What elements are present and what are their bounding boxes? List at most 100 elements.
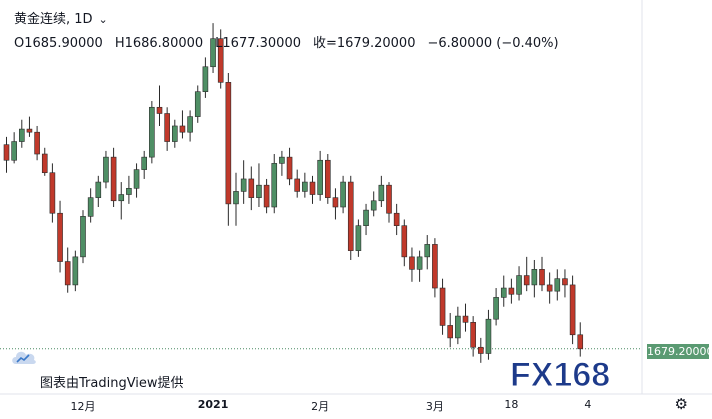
candle-up bbox=[493, 297, 499, 320]
candle-down bbox=[179, 125, 186, 133]
candle-up bbox=[118, 194, 125, 202]
candle-up bbox=[516, 275, 522, 295]
candle-down bbox=[386, 184, 392, 214]
candle-down bbox=[164, 113, 170, 142]
candle-up bbox=[416, 256, 423, 270]
candle-down bbox=[539, 269, 545, 286]
candle-down bbox=[393, 212, 400, 227]
candle-down bbox=[57, 212, 63, 262]
candles-group bbox=[3, 23, 584, 363]
candle-down bbox=[470, 322, 476, 348]
candle-up bbox=[133, 169, 140, 189]
candle-up bbox=[256, 184, 262, 198]
low-value: L1677.30000 bbox=[215, 36, 301, 51]
x-tick-label: 2月 bbox=[311, 400, 330, 413]
candle-down bbox=[41, 153, 48, 174]
candle-down bbox=[294, 178, 301, 192]
candle-up bbox=[149, 106, 155, 158]
candle-down bbox=[332, 197, 339, 208]
candle-down bbox=[523, 275, 530, 286]
candle-down bbox=[462, 315, 469, 323]
candle-up bbox=[271, 163, 278, 208]
candle-up bbox=[370, 200, 377, 211]
candle-down bbox=[110, 156, 117, 202]
last-price-tag: 1679.20000 bbox=[647, 344, 712, 359]
candle-down bbox=[64, 261, 71, 286]
candle-up bbox=[554, 278, 561, 292]
candle-down bbox=[26, 128, 33, 133]
candle-up bbox=[126, 188, 132, 195]
candle-up bbox=[302, 181, 308, 192]
candle-up bbox=[317, 159, 323, 195]
svg-text:FX168: FX168 bbox=[510, 356, 610, 392]
high-value: H1686.80000 bbox=[114, 36, 204, 51]
ohlc-legend: O1685.90000 H1686.80000 L1677.30000 收=1679.… bbox=[14, 32, 571, 51]
candle-up bbox=[500, 287, 507, 298]
candle-up bbox=[194, 91, 201, 117]
candle-down bbox=[508, 287, 515, 295]
x-tick-label: 18 bbox=[504, 398, 519, 411]
candle-down bbox=[286, 156, 293, 180]
candle-up bbox=[95, 181, 102, 198]
candle-down bbox=[34, 131, 40, 155]
candle-down bbox=[447, 325, 454, 339]
gear-icon[interactable]: ⚙ bbox=[674, 396, 688, 413]
candle-down bbox=[477, 346, 484, 354]
candle-up bbox=[141, 156, 147, 170]
tradingview-cloud-icon[interactable] bbox=[10, 346, 38, 368]
candle-up bbox=[240, 178, 247, 192]
candle-down bbox=[324, 159, 331, 198]
candle-down bbox=[248, 178, 255, 198]
x-tick-label: 3月 bbox=[425, 400, 444, 413]
candle-up bbox=[355, 225, 362, 251]
candle-down bbox=[156, 106, 163, 114]
symbol-title[interactable]: 黄金连续, 1D ⌄ bbox=[14, 8, 114, 27]
candle-up bbox=[279, 156, 285, 164]
candle-down bbox=[3, 144, 10, 161]
chevron-down-icon[interactable]: ⌄ bbox=[98, 13, 108, 26]
candle-up bbox=[72, 256, 79, 286]
candle-down bbox=[577, 334, 584, 350]
candle-up bbox=[87, 197, 94, 217]
candle-down bbox=[263, 184, 270, 208]
candle-down bbox=[409, 256, 415, 270]
candle-up bbox=[210, 38, 216, 68]
candle-up bbox=[363, 209, 369, 227]
fx168-logo: FX168 bbox=[510, 356, 611, 392]
candle-up bbox=[172, 125, 178, 142]
change-value: −6.80000 (−0.40%) bbox=[427, 36, 559, 51]
x-tick-label: 2021 bbox=[197, 398, 229, 411]
candle-down bbox=[49, 172, 56, 214]
candle-down bbox=[569, 284, 576, 336]
candle-up bbox=[103, 156, 109, 183]
candle-up bbox=[11, 141, 17, 161]
candle-down bbox=[546, 284, 553, 292]
x-tick-label: 4 bbox=[584, 398, 592, 411]
candle-down bbox=[225, 82, 232, 205]
candle-up bbox=[455, 315, 461, 339]
candle-down bbox=[309, 181, 316, 195]
candle-up bbox=[424, 244, 431, 258]
attribution-text[interactable]: 图表由TradingView提供 bbox=[40, 376, 184, 391]
candle-down bbox=[562, 278, 568, 286]
candle-up bbox=[202, 66, 209, 92]
candle-down bbox=[439, 287, 446, 326]
candle-up bbox=[233, 191, 239, 205]
close-value: 收=1679.20000 bbox=[313, 36, 416, 51]
symbol-label: 黄金连续, 1D bbox=[14, 12, 93, 27]
candle-down bbox=[347, 181, 354, 251]
candle-up bbox=[187, 116, 193, 133]
candle-up bbox=[80, 216, 86, 258]
x-tick-label: 12月 bbox=[70, 400, 96, 413]
candle-down bbox=[401, 225, 408, 258]
candle-down bbox=[432, 244, 438, 289]
candle-up bbox=[531, 269, 538, 286]
candle-down bbox=[217, 38, 224, 83]
open-value: O1685.90000 bbox=[14, 36, 103, 51]
candle-up bbox=[340, 181, 346, 208]
candle-up bbox=[485, 318, 492, 354]
candle-up bbox=[378, 184, 385, 202]
candle-up bbox=[18, 128, 25, 142]
